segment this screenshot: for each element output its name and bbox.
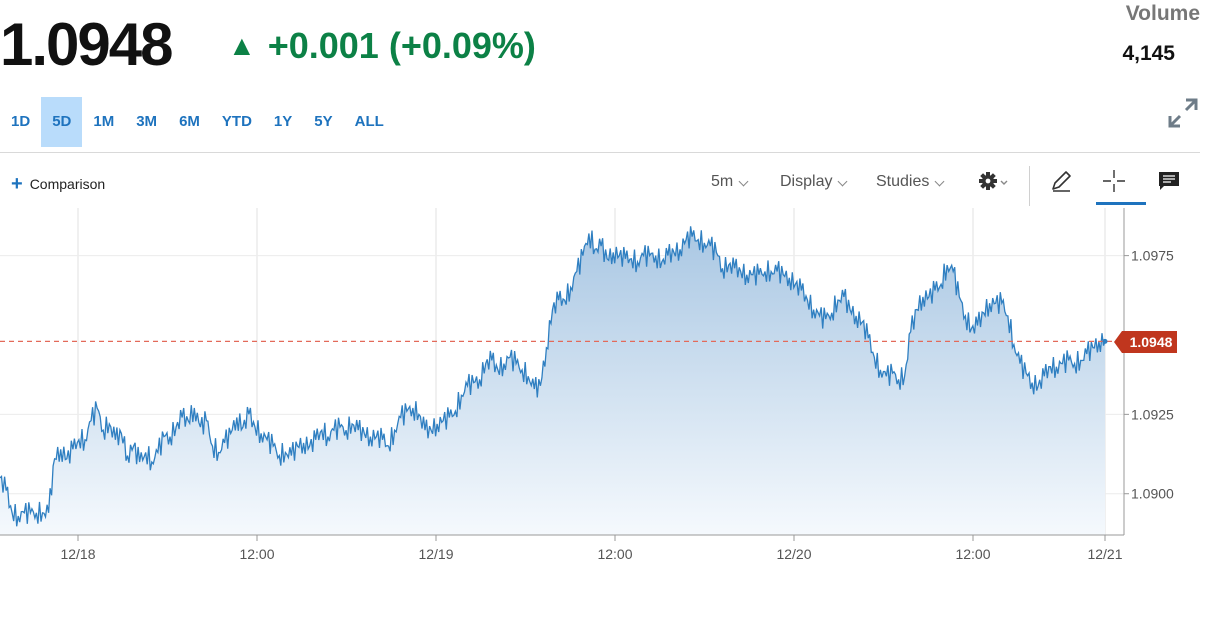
gear-icon (979, 172, 1008, 190)
up-arrow-icon: ▲ (228, 30, 256, 61)
comment-button[interactable] (1152, 166, 1186, 196)
x-tick-label: 12/19 (418, 546, 453, 562)
range-1m[interactable]: 1M (93, 113, 115, 130)
price-line (0, 226, 1106, 527)
display-dropdown[interactable]: Display (780, 173, 848, 191)
x-tick-label: 12:00 (955, 546, 990, 562)
studies-dropdown[interactable]: Studies (876, 173, 945, 191)
range-5d[interactable]: 5D (41, 97, 83, 147)
volume-value: 4,145 (1122, 42, 1175, 65)
x-tick-label: 12:00 (597, 546, 632, 562)
price-area (0, 226, 1105, 536)
x-axis: 12/18 12:00 12/19 12:00 12/20 12:00 12/21 (0, 534, 1124, 562)
expand-icon[interactable] (1166, 96, 1200, 130)
pencil-icon (1052, 171, 1071, 192)
x-tick-label: 12/20 (776, 546, 811, 562)
range-5y[interactable]: 5Y (314, 113, 333, 130)
toolbar-separator (1029, 166, 1030, 206)
toolbar-divider (0, 152, 1200, 153)
settings-button[interactable] (976, 166, 1010, 196)
crosshair-active-indicator (1096, 202, 1146, 205)
x-tick-label: 12/18 (60, 546, 95, 562)
crosshair-icon (1103, 170, 1125, 192)
last-price-dot (1102, 338, 1108, 344)
chevron-down-icon (934, 176, 945, 186)
last-price: 1.0948 (0, 11, 174, 78)
range-1d[interactable]: 1D (11, 113, 31, 130)
last-price-badge-value: 1.0948 (1130, 334, 1173, 350)
interval-dropdown[interactable]: 5m (711, 173, 749, 191)
range-1y[interactable]: 1Y (273, 113, 293, 130)
crosshair-button[interactable] (1097, 166, 1131, 196)
chevron-down-icon (838, 176, 848, 186)
last-price-badge: 1.0948 (1114, 331, 1177, 353)
display-label: Display (780, 173, 833, 190)
chevron-down-icon (738, 176, 749, 186)
y-tick-label: 1.0975 (1131, 248, 1174, 264)
price-change: ▲ +0.001 (+0.09%) (228, 25, 536, 67)
x-tick-label: 12:00 (239, 546, 274, 562)
plus-icon: + (11, 173, 23, 195)
interval-label: 5m (711, 173, 734, 190)
draw-button[interactable] (1044, 166, 1078, 196)
volume-label: Volume (1125, 2, 1200, 25)
x-tick-label: 12/21 (1087, 546, 1122, 562)
y-tick-label: 1.0925 (1131, 406, 1174, 422)
range-selector: 1D 5D 1M 3M 6M YTD 1Y 5Y ALL (0, 97, 395, 147)
y-tick-label: 1.0900 (1131, 486, 1174, 502)
price-change-value: +0.001 (+0.09%) (267, 25, 536, 66)
range-all[interactable]: ALL (354, 113, 384, 130)
comment-icon (1159, 172, 1179, 190)
range-6m[interactable]: 6M (179, 113, 200, 130)
range-ytd[interactable]: YTD (221, 113, 252, 130)
range-3m[interactable]: 3M (136, 113, 158, 130)
studies-label: Studies (876, 173, 930, 190)
y-axis: 1.0975 1.0925 1.0900 (1123, 208, 1174, 535)
comparison-label: Comparison (29, 176, 106, 192)
comparison-button[interactable]: + Comparison (11, 173, 106, 195)
